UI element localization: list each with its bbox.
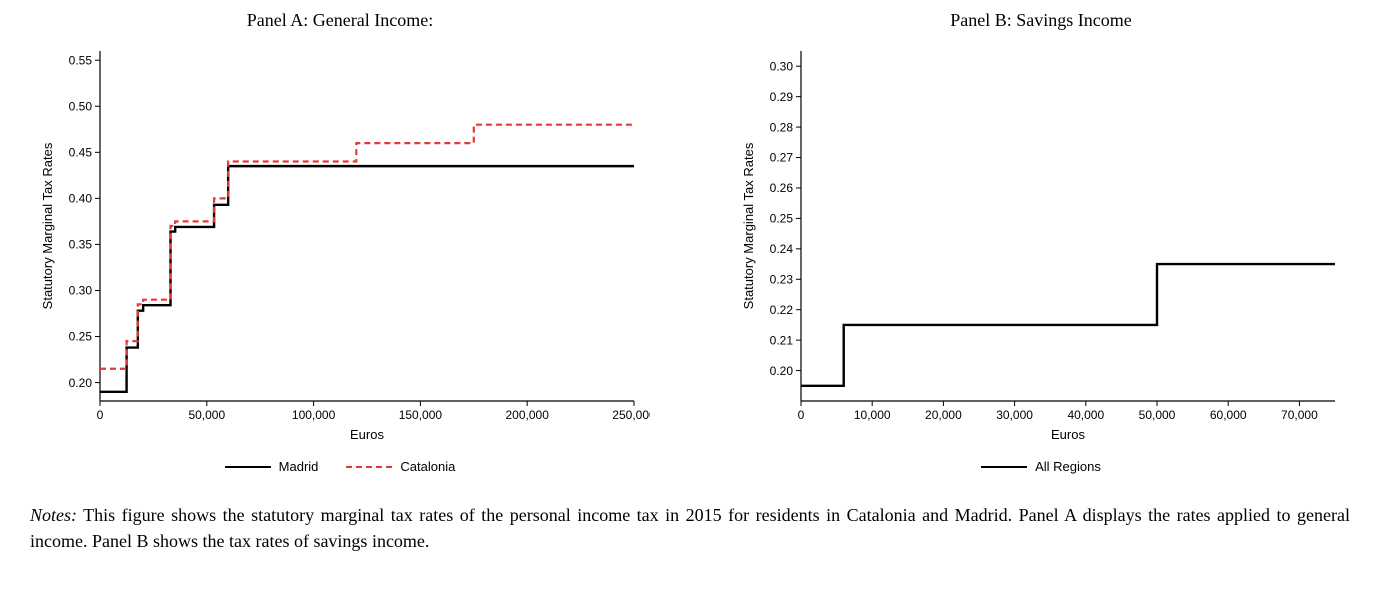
figure-container: Panel A: General Income: 0.20 0.25 0.30 0.3…: [0, 0, 1381, 564]
svg-text:0.26: 0.26: [770, 181, 794, 195]
svg-text:10,000: 10,000: [854, 408, 891, 422]
svg-text:0.29: 0.29: [770, 90, 794, 104]
series-all-regions: [801, 264, 1335, 386]
legend-item-madrid: Madrid: [225, 459, 319, 474]
svg-text:0.22: 0.22: [770, 303, 794, 317]
svg-text:0.25: 0.25: [69, 330, 93, 344]
svg-text:30,000: 30,000: [996, 408, 1033, 422]
panel-a-legend: Madrid Catalonia: [225, 459, 456, 474]
svg-text:0.50: 0.50: [69, 99, 93, 113]
notes-lead: Notes:: [30, 505, 77, 525]
svg-text:0.20: 0.20: [770, 364, 794, 378]
svg-text:0.24: 0.24: [770, 242, 794, 256]
svg-text:0.20: 0.20: [69, 376, 93, 390]
legend-swatch: [346, 466, 392, 468]
svg-text:0.40: 0.40: [69, 192, 93, 206]
legend-swatch: [981, 466, 1027, 468]
svg-text:Statutory Marginal Tax Rates: Statutory Marginal Tax Rates: [40, 142, 55, 309]
svg-text:70,000: 70,000: [1281, 408, 1318, 422]
svg-text:100,000: 100,000: [292, 408, 336, 422]
notes-body: This figure shows the statutory marginal…: [30, 505, 1350, 551]
panels-row: Panel A: General Income: 0.20 0.25 0.30 0.3…: [30, 10, 1351, 474]
svg-text:0.45: 0.45: [69, 146, 93, 160]
svg-text:0.55: 0.55: [69, 53, 93, 67]
svg-text:50,000: 50,000: [1139, 408, 1176, 422]
legend-label: All Regions: [1035, 459, 1101, 474]
series-madrid: [100, 166, 634, 392]
svg-text:0.21: 0.21: [770, 333, 794, 347]
legend-item-all-regions: All Regions: [981, 459, 1101, 474]
series-catalonia: [100, 125, 634, 369]
svg-text:200,000: 200,000: [506, 408, 550, 422]
svg-text:60,000: 60,000: [1210, 408, 1247, 422]
svg-text:0.25: 0.25: [770, 212, 794, 226]
svg-text:Euros: Euros: [350, 427, 384, 442]
figure-notes: Notes: This figure shows the statutory m…: [30, 502, 1350, 554]
panel-b: Panel B: Savings Income 0.20 0.21 0.22 0.23…: [731, 10, 1351, 474]
legend-label: Catalonia: [400, 459, 455, 474]
panel-b-title: Panel B: Savings Income: [950, 10, 1131, 31]
svg-text:0.35: 0.35: [69, 238, 93, 252]
panel-a-chart: 0.20 0.25 0.30 0.35 0.40 0.45 0.50 0.55 0 50,000 1…: [30, 37, 650, 457]
panel-b-legend: All Regions: [981, 459, 1101, 474]
panel-a: Panel A: General Income: 0.20 0.25 0.30 0.3…: [30, 10, 650, 474]
panel-a-title: Panel A: General Income:: [247, 10, 433, 31]
svg-text:40,000: 40,000: [1067, 408, 1104, 422]
svg-text:0: 0: [97, 408, 104, 422]
svg-text:0.28: 0.28: [770, 120, 794, 134]
svg-text:Euros: Euros: [1051, 427, 1085, 442]
svg-text:0: 0: [798, 408, 805, 422]
svg-text:20,000: 20,000: [925, 408, 962, 422]
svg-text:150,000: 150,000: [399, 408, 443, 422]
legend-item-catalonia: Catalonia: [346, 459, 455, 474]
svg-text:0.27: 0.27: [770, 151, 794, 165]
svg-text:250,000: 250,000: [612, 408, 650, 422]
svg-text:0.23: 0.23: [770, 272, 794, 286]
svg-text:0.30: 0.30: [770, 59, 794, 73]
svg-text:50,000: 50,000: [188, 408, 225, 422]
legend-swatch: [225, 466, 271, 468]
svg-text:Statutory Marginal Tax Rates: Statutory Marginal Tax Rates: [741, 142, 756, 309]
legend-label: Madrid: [279, 459, 319, 474]
svg-text:0.30: 0.30: [69, 284, 93, 298]
panel-b-chart: 0.20 0.21 0.22 0.23 0.24 0.25 0.26 0.27 0.28 0.29…: [731, 37, 1351, 457]
